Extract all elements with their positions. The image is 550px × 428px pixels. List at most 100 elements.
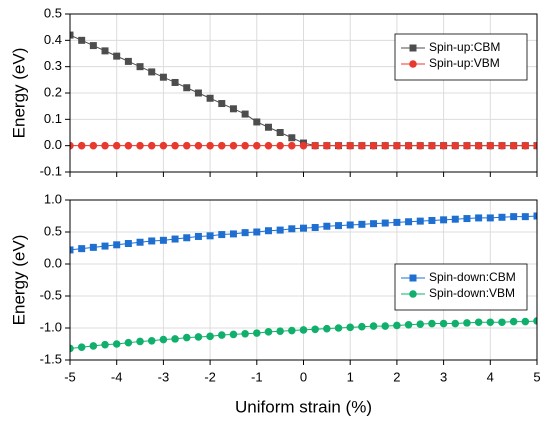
marker	[416, 217, 424, 225]
marker	[369, 141, 378, 150]
marker	[253, 118, 261, 126]
legend-box	[394, 263, 528, 311]
marker	[533, 212, 537, 220]
plot	[70, 31, 537, 150]
plot	[70, 212, 537, 353]
marker	[334, 324, 343, 332]
marker	[171, 141, 179, 150]
marker	[159, 73, 167, 81]
marker	[264, 123, 272, 131]
marker	[124, 240, 132, 248]
marker	[229, 105, 237, 113]
x-tick-label: 3	[440, 369, 447, 384]
x-tick-label: -3	[158, 369, 170, 384]
x-tick-label: 0	[300, 369, 307, 384]
marker	[159, 335, 168, 344]
marker	[300, 224, 307, 232]
marker	[241, 329, 249, 338]
marker	[323, 141, 331, 150]
legend-label: Spin-down:VBM	[429, 286, 515, 300]
marker	[229, 230, 237, 238]
marker	[474, 318, 483, 327]
marker	[194, 232, 202, 240]
marker	[159, 236, 167, 244]
marker	[264, 227, 272, 235]
legend-label: Spin-up:VBM	[429, 56, 500, 70]
y-tick-label: 0.0	[44, 137, 62, 152]
marker	[393, 141, 401, 150]
marker	[393, 321, 401, 330]
plot-frame	[69, 199, 538, 361]
marker	[113, 52, 121, 60]
marker	[264, 141, 273, 150]
marker	[229, 141, 238, 150]
marker	[218, 100, 226, 108]
marker	[404, 321, 413, 329]
marker	[148, 237, 156, 245]
marker	[311, 224, 319, 232]
x-tick-label: 5	[533, 369, 540, 384]
marker	[288, 326, 296, 335]
marker	[252, 329, 261, 337]
marker	[311, 325, 319, 334]
marker	[474, 141, 483, 150]
marker	[89, 141, 98, 150]
marker	[241, 110, 249, 118]
marker	[70, 344, 74, 353]
legend-label: Spin-up:CBM	[429, 40, 500, 54]
marker	[370, 220, 378, 228]
y-tick-label: -1.5	[40, 351, 62, 366]
marker	[113, 241, 121, 249]
marker	[206, 332, 214, 341]
marker	[451, 319, 460, 328]
marker	[416, 141, 425, 150]
marker	[241, 141, 249, 150]
marker	[346, 221, 354, 229]
marker	[276, 129, 284, 136]
marker	[253, 228, 261, 236]
marker	[463, 215, 471, 223]
marker	[77, 141, 86, 150]
marker	[101, 47, 109, 55]
marker	[498, 318, 506, 327]
marker	[171, 235, 179, 243]
marker	[171, 78, 179, 86]
marker	[463, 319, 471, 327]
marker	[288, 134, 296, 142]
marker	[276, 226, 284, 234]
marker	[498, 141, 506, 150]
marker	[194, 141, 203, 150]
marker	[136, 337, 144, 346]
marker	[381, 219, 389, 227]
marker	[521, 213, 529, 221]
marker	[416, 320, 425, 328]
legend-marker	[409, 44, 417, 52]
x-axis-label: Uniform strain (%)	[235, 397, 372, 416]
marker	[299, 141, 308, 150]
marker	[440, 216, 448, 224]
marker	[439, 141, 448, 150]
x-tick-label: 4	[487, 369, 494, 384]
marker	[486, 318, 495, 327]
marker	[229, 330, 238, 339]
marker	[70, 31, 74, 39]
marker	[288, 141, 296, 150]
marker	[112, 340, 121, 348]
y-tick-label: 0.0	[44, 255, 62, 270]
marker	[288, 225, 296, 233]
marker	[509, 141, 518, 150]
marker	[101, 340, 109, 349]
y-tick-label: -1.0	[40, 319, 62, 334]
marker	[183, 84, 191, 92]
y-axis-label: Energy (eV)	[9, 235, 28, 326]
marker	[182, 333, 191, 342]
marker	[206, 141, 214, 150]
marker	[147, 141, 156, 150]
marker	[521, 317, 530, 326]
marker	[136, 63, 144, 71]
marker	[78, 36, 86, 44]
marker	[194, 333, 203, 341]
marker	[159, 141, 168, 150]
marker	[124, 57, 132, 65]
